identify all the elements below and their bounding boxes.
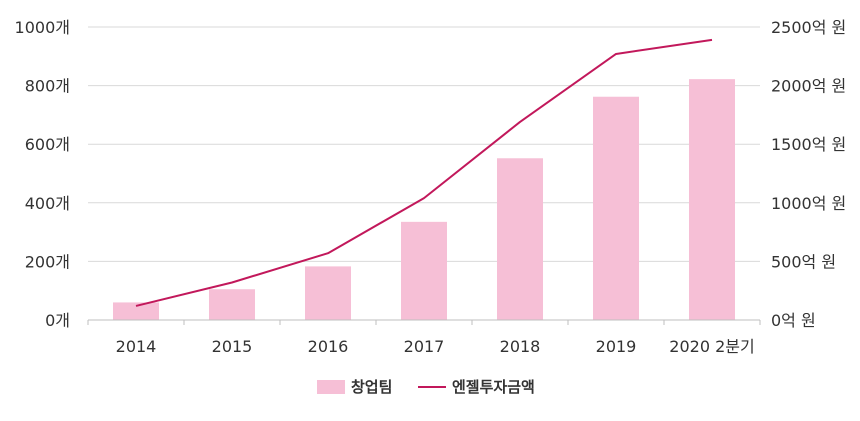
- x-tick-label: 2019: [596, 337, 637, 356]
- left-y-tick-label: 1000개: [15, 18, 70, 37]
- right-y-tick-label: 0억 원: [771, 311, 816, 330]
- right-y-tick-label: 2500억 원: [771, 18, 846, 37]
- right-y-tick-label: 1500억 원: [771, 135, 846, 154]
- legend-swatch-bar: [317, 380, 345, 394]
- bar-2017: [401, 221, 447, 320]
- investment-line: [135, 38, 713, 307]
- bar-2019: [593, 96, 639, 320]
- left-y-tick-label: 800개: [25, 77, 70, 96]
- x-tick-label: 2015: [212, 337, 253, 356]
- right-y-tick-label: 2000억 원: [771, 77, 846, 96]
- left-y-axis: 0개 200개 400개 600개 800개 1000개: [15, 18, 70, 330]
- bar-2014: [113, 302, 159, 320]
- line-series: [135, 38, 713, 307]
- left-y-tick-label: 0개: [45, 311, 70, 330]
- right-y-axis: 0억 원 500억 원 1000억 원 1500억 원 2000억 원 2500억 원: [771, 18, 846, 330]
- legend: 창업팀 엔젤투자금액: [317, 378, 535, 396]
- bar-2015: [209, 289, 255, 320]
- legend-label-line: 엔젤투자금액: [452, 378, 535, 396]
- left-y-tick-label: 400개: [25, 194, 70, 213]
- x-tick-label: 2020 2분기: [669, 337, 754, 356]
- bar-2020 2분기: [689, 79, 735, 321]
- left-y-tick-label: 200개: [25, 252, 70, 271]
- bar-2016: [305, 266, 351, 320]
- right-y-tick-label: 500억 원: [771, 252, 836, 271]
- x-tick-label: 2018: [500, 337, 541, 356]
- x-axis: 2014 2015 2016 2017 2018 2019 2020 2분기: [87, 319, 761, 356]
- right-y-tick-label: 1000억 원: [771, 194, 846, 213]
- gridlines: [88, 26, 760, 262]
- bar-series: [113, 79, 735, 321]
- left-y-tick-label: 600개: [25, 135, 70, 154]
- x-tick-label: 2017: [404, 337, 445, 356]
- x-tick-label: 2016: [308, 337, 349, 356]
- x-tick-label: 2014: [116, 337, 157, 356]
- legend-label-bar: 창업팀: [351, 378, 392, 396]
- bar-2018: [497, 158, 543, 320]
